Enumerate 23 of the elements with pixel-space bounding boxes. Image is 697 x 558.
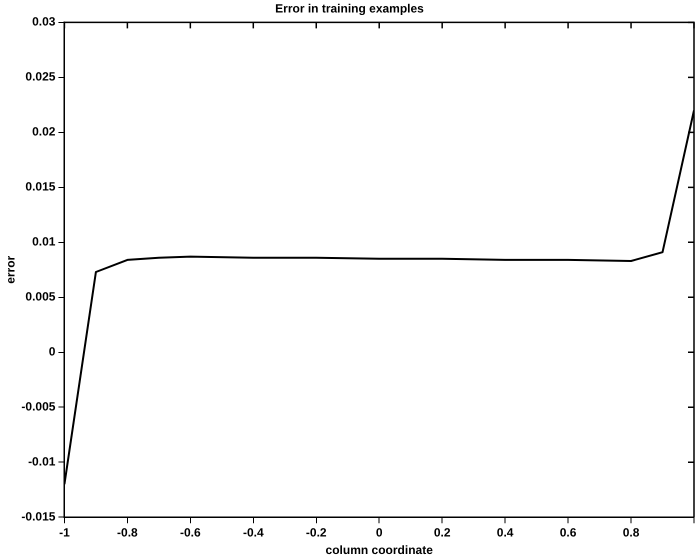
x-tick-label: 0.4 (496, 526, 514, 540)
x-tick-label: 0 (376, 526, 383, 540)
y-tick-label: 0.01 (32, 234, 56, 249)
x-axis-title: column coordinate (326, 543, 434, 558)
x-tick-label: -1 (59, 526, 70, 540)
y-tick-label: 0.025 (25, 70, 56, 84)
y-axis-title: error (4, 255, 18, 284)
x-tick-label: 0.8 (622, 526, 640, 540)
x-tick-label: -0.4 (242, 526, 264, 540)
y-tick-label: 0.03 (32, 14, 56, 29)
y-tick-label: 0.005 (25, 290, 56, 304)
x-tick-label: -0.8 (117, 526, 138, 540)
x-tick-label: 0.2 (434, 526, 451, 540)
y-tick-label: 0 (48, 344, 56, 359)
chart-title: Error in training examples (275, 2, 424, 16)
y-tick-label: -0.005 (21, 400, 56, 414)
y-tick-label: 0.02 (32, 124, 56, 139)
y-tick-label: -0.01 (28, 454, 56, 469)
x-tick-label: -0.2 (306, 526, 327, 540)
y-tick-label: -0.015 (21, 510, 56, 524)
y-tick-label: 0.015 (25, 180, 56, 194)
x-tick-label: -0.6 (180, 526, 201, 540)
x-tick-label: 0.6 (560, 526, 577, 540)
